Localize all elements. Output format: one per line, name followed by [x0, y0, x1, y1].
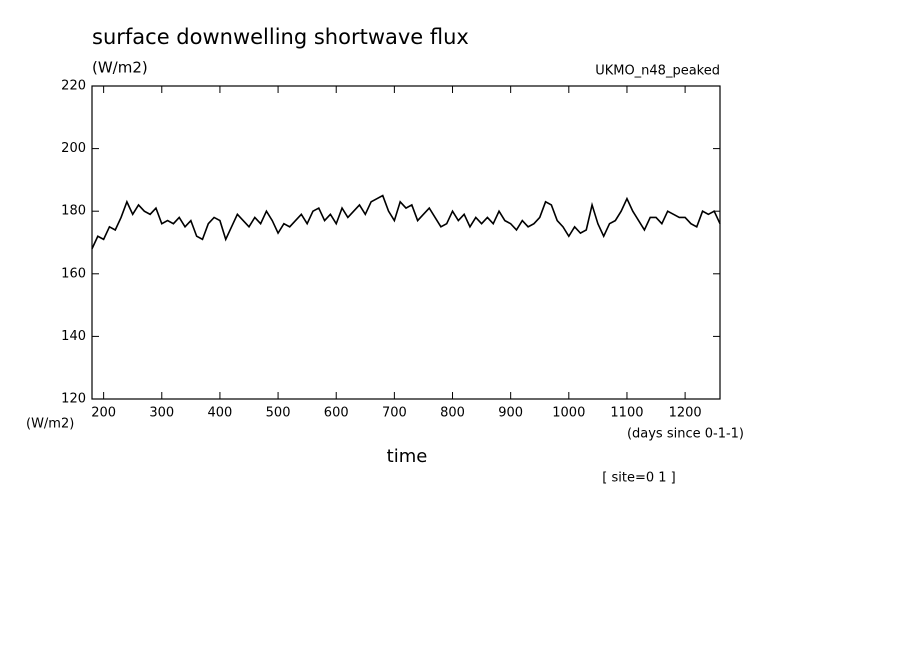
y-tick-label: 200 — [61, 141, 86, 156]
annotation: [ site=0 1 ] — [602, 471, 675, 486]
y-tick-label: 180 — [61, 204, 86, 219]
y-tick-label: 160 — [61, 266, 86, 281]
x-tick-label: 600 — [324, 406, 349, 421]
x-tick-label: 200 — [91, 406, 116, 421]
x-tick-label: 400 — [208, 406, 233, 421]
x-tick-label: 300 — [149, 406, 174, 421]
y-axis-unit: (W/m2) — [26, 417, 74, 432]
y-tick-label: 140 — [61, 329, 86, 344]
y-tick-label: 220 — [61, 79, 86, 94]
x-tick-label: 500 — [266, 406, 291, 421]
plot-frame — [91, 85, 721, 400]
x-tick-label: 1100 — [610, 406, 643, 421]
x-tick-label: 700 — [382, 406, 407, 421]
x-axis-unit: (days since 0-1-1) — [627, 427, 744, 442]
x-tick-label: 1200 — [669, 406, 702, 421]
x-tick-label: 1000 — [552, 406, 585, 421]
units-label: (W/m2) — [92, 59, 148, 77]
x-tick-label: 800 — [440, 406, 465, 421]
chart-title: surface downwelling shortwave flux — [92, 25, 469, 49]
data-line — [91, 194, 721, 250]
model-label: UKMO_n48_peaked — [595, 64, 720, 79]
x-tick-label: 900 — [498, 406, 523, 421]
x-axis-label: time — [387, 446, 428, 467]
y-tick-label: 120 — [61, 392, 86, 407]
